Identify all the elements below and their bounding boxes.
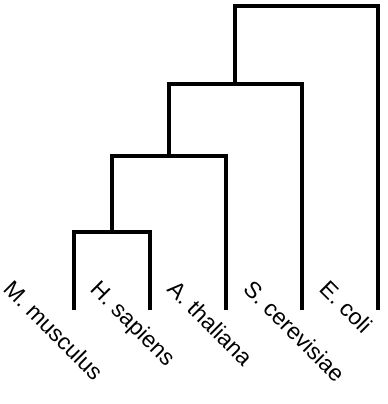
leaf-label-e-coli: E. coli: [314, 275, 377, 338]
leaf-labels: M. musculus H. sapiens A. thaliana S. ce…: [0, 275, 377, 386]
clade-root: [233, 4, 380, 310]
clade-eukaryotes: [167, 82, 304, 310]
